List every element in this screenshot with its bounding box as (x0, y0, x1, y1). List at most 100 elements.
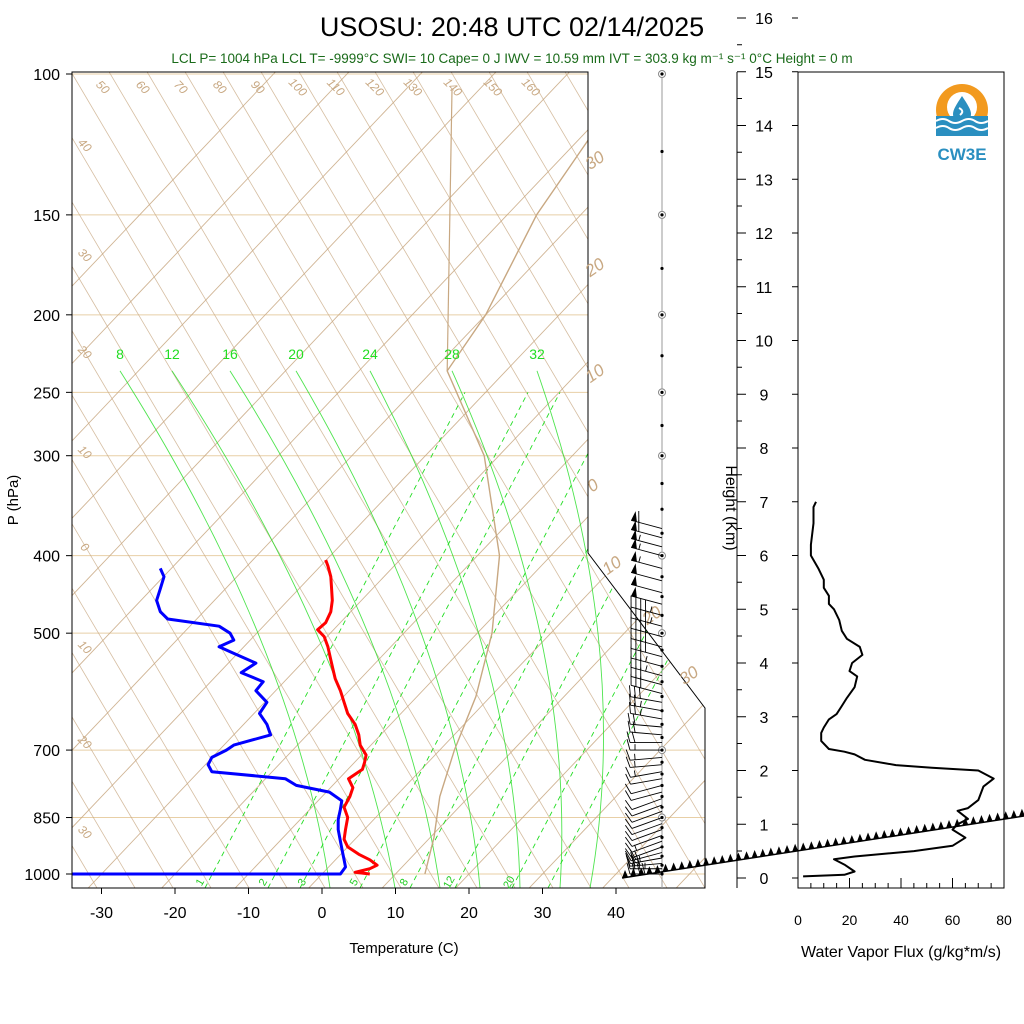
y-tick-label: 400 (33, 549, 60, 566)
barb-level-dot (660, 313, 664, 317)
isotherm-line (72, 72, 512, 888)
x-axis-title: Temperature (C) (349, 940, 458, 957)
barb-level-dot (660, 481, 664, 486)
y-tick-label: 500 (33, 626, 60, 643)
wind-barb (630, 627, 663, 648)
temperature-profile (316, 559, 379, 876)
flux-y-tick-label: 1 (760, 817, 769, 834)
wind-barb (624, 790, 663, 801)
mixing-ratio-line (409, 392, 671, 888)
dry-adiabat-line (72, 72, 250, 888)
dry-adiabat-line (72, 72, 668, 888)
dry-adiabat-line (72, 72, 136, 888)
barb-level-dot (660, 772, 664, 776)
mixing-ratio-label: 28 (444, 346, 460, 362)
dry-adiabat-line (72, 72, 516, 888)
mixing-ratio-line (299, 392, 561, 888)
mixing-ratio-line (511, 392, 705, 888)
dry-adiabat-line (274, 72, 705, 888)
flux-y-tick-label: 11 (756, 280, 773, 297)
skew-t-plot: -30 -20 -10 0 10 20 30 401001502002503004005007… (5, 17, 1024, 957)
barb-level-dot (660, 507, 664, 511)
barb-level-dot (660, 826, 664, 830)
wind-barb (624, 798, 663, 811)
theta-label: 90 (248, 77, 268, 97)
mixing-ratio-label: 8 (116, 346, 124, 362)
dry-adiabat-line (350, 72, 705, 888)
barb-level-dot (660, 735, 664, 740)
dry-adiabat-line (426, 72, 705, 888)
barb-level-dot (660, 149, 664, 154)
x-tick-label: 20 (460, 905, 478, 922)
theta-label: 80 (210, 77, 230, 97)
barb-level-dot (660, 454, 664, 458)
moist-adiabat-line (119, 370, 331, 888)
dry-adiabat-line (72, 72, 212, 888)
isotherm-line (72, 72, 585, 888)
flux-y-tick-label: 14 (755, 119, 773, 136)
mixing-ratio-label: 32 (529, 346, 545, 362)
flux-y-tick-label: 13 (755, 172, 773, 189)
dry-adiabat-line (198, 72, 705, 888)
chart-title: USOSU: 20:48 UTC 02/14/2025 (320, 12, 704, 42)
wind-barb (630, 606, 663, 627)
flux-y-tick-label: 0 (760, 871, 769, 888)
mixing-ratio-label: 20 (501, 874, 518, 891)
wind-barb (624, 783, 663, 795)
theta-label: 70 (171, 77, 191, 97)
isotherm-label: 40 (75, 135, 95, 155)
dry-adiabat-line (72, 72, 288, 888)
wind-barb (628, 685, 663, 703)
isotherm-line (599, 72, 705, 888)
mixing-ratio-label: 12 (441, 874, 458, 891)
isotherm-line (72, 72, 365, 888)
y-tick-label: 300 (33, 449, 60, 466)
flux-y-tick-label: 5 (760, 602, 769, 619)
theta-label: 60 (133, 77, 153, 97)
wind-barb (626, 738, 662, 751)
height-axis-title: Height (Km) (722, 465, 739, 550)
wind-barb (630, 586, 663, 605)
barb-level-dot (660, 794, 664, 799)
moist-adiabat-line (536, 370, 604, 888)
mixing-ratio-label: 12 (164, 346, 180, 362)
barb-level-dot (660, 760, 664, 764)
barb-level-dot (660, 709, 664, 713)
dry-adiabat-line (72, 72, 440, 888)
barb-level-dot (660, 680, 664, 684)
flux-x-tick-label: 0 (794, 912, 802, 928)
wind-barbs (621, 70, 1024, 888)
theta-label: 130 (401, 75, 425, 99)
wind-barb (624, 817, 663, 829)
barb-level-dot (660, 631, 664, 635)
flux-y-tick-label: 4 (760, 656, 769, 673)
wind-barb (625, 766, 663, 778)
x-tick-label: 30 (534, 905, 552, 922)
flux-y-tick-label: 8 (760, 441, 769, 458)
wind-barb (625, 749, 663, 761)
barb-level-dot (660, 213, 664, 217)
barb-level-dot (660, 863, 664, 867)
wind-barb (630, 520, 663, 539)
mixing-ratio-label: 5 (348, 877, 361, 888)
barb-level-dot (660, 575, 664, 579)
dry-adiabat-line (236, 72, 705, 888)
mixing-ratio-line (267, 392, 529, 888)
surface-wind-flag (621, 808, 1024, 879)
theta-label: 150 (481, 75, 505, 99)
mixing-ratio-label: 3 (296, 877, 309, 888)
x-tick-label: -10 (237, 905, 260, 922)
isotherm-label: 30 (75, 245, 95, 265)
wind-barb (630, 563, 663, 582)
moist-adiabat-line (295, 370, 481, 888)
wind-barb (630, 595, 663, 616)
parcel-upper-trace (446, 89, 453, 371)
x-tick-label: 10 (387, 905, 405, 922)
flux-y-tick-label: 10 (755, 334, 773, 351)
flux-y-tick-label: 7 (760, 495, 769, 512)
flux-x-axis-title: Water Vapor Flux (g/kg*m/s) (801, 944, 1001, 961)
x-tick-label: -30 (90, 905, 113, 922)
dry-adiabat-line (72, 72, 478, 888)
y-tick-label: 100 (33, 67, 60, 84)
